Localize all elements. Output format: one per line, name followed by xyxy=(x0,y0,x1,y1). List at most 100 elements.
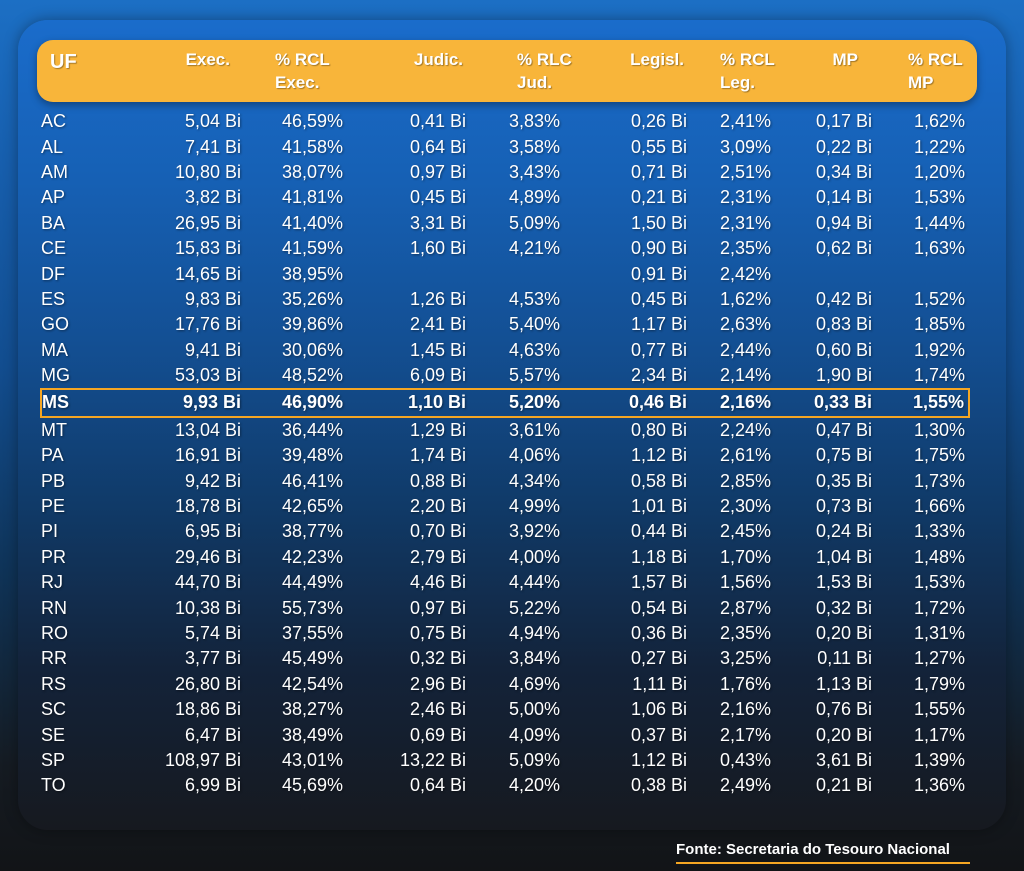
cell-uf: PA xyxy=(41,445,64,466)
cell-rlc-jud: 5,09% xyxy=(508,212,560,233)
cell-rcl-leg: 1,70% xyxy=(719,546,771,567)
cell-legisl: 1,50 Bi xyxy=(630,212,687,233)
cell-rcl-exec: 46,59% xyxy=(281,111,343,132)
table-row: RS 26,80 Bi 42,54% 2,96 Bi 4,69% 1,11 Bi 1,76%… xyxy=(41,672,969,697)
cell-judic: 4,46 Bi xyxy=(409,572,466,593)
cell-exec: 5,04 Bi xyxy=(184,111,241,132)
table-row: SP 108,97 Bi 43,01% 13,22 Bi 5,09% 1,12 Bi 0,4… xyxy=(41,748,969,773)
cell-rcl-mp: 1,55% xyxy=(872,388,970,418)
cell-judic: 0,32 Bi xyxy=(409,648,466,669)
cell-rcl-leg: 2,44% xyxy=(719,339,771,360)
cell-rcl-mp: 1,17% xyxy=(913,724,965,745)
cell-mp: 0,20 Bi xyxy=(815,623,872,643)
cell-legisl: 0,80 Bi xyxy=(630,419,687,440)
cell-mp: 0,75 Bi xyxy=(815,445,872,466)
cell-mp: 1,90 Bi xyxy=(815,365,872,386)
cell-exec: 108,97 Bi xyxy=(164,749,241,770)
cell-uf: MS xyxy=(40,388,116,418)
cell-rcl-mp: 1,27% xyxy=(913,648,965,669)
cell-rcl-exec: 42,54% xyxy=(281,673,343,694)
cell-mp: 0,42 Bi xyxy=(815,288,872,309)
cell-uf: CE xyxy=(41,238,67,259)
cell-rcl-leg: 2,16% xyxy=(719,699,771,720)
table-row: MT 13,04 Bi 36,44% 1,29 Bi 3,61% 0,80 Bi 2,24%… xyxy=(41,417,969,443)
cell-exec: 10,38 Bi xyxy=(174,597,241,618)
cell-rcl-mp: 1,53% xyxy=(913,572,965,593)
table-row: AC 5,04 Bi 46,59% 0,41 Bi 3,83% 0,26 Bi 2,41% 0… xyxy=(41,109,969,134)
cell-rcl-exec: 38,27% xyxy=(281,699,343,720)
cell-exec: 18,86 Bi xyxy=(174,699,241,720)
table-row: SE 6,47 Bi 38,49% 0,69 Bi 4,09% 0,37 Bi 2,17% 0… xyxy=(41,722,969,747)
cell-uf: ES xyxy=(41,288,66,309)
cell-legisl: 0,91 Bi xyxy=(630,263,687,284)
cell-rcl-exec: 42,65% xyxy=(281,496,343,517)
cell-legisl: 0,45 Bi xyxy=(630,288,687,309)
cell-judic: 2,79 Bi xyxy=(409,546,466,567)
cell-rlc-jud: 4,69% xyxy=(508,673,560,694)
cell-exec: 17,76 Bi xyxy=(174,314,241,335)
cell-mp: 3,61 Bi xyxy=(815,749,872,770)
cell-rlc-jud: 4,63% xyxy=(508,339,560,360)
table-row: SC 18,86 Bi 38,27% 2,46 Bi 5,00% 1,06 Bi 2,16%… xyxy=(41,697,969,722)
cell-judic: 0,45 Bi xyxy=(409,187,466,208)
cell-mp: 0,35 Bi xyxy=(815,470,872,491)
table-row: PE 18,78 Bi 42,65% 2,20 Bi 4,99% 1,01 Bi 2,30%… xyxy=(41,494,969,519)
header-rcl-leg-line2: Leg. xyxy=(720,73,755,92)
cell-rcl-mp: 1,74% xyxy=(913,365,965,386)
cell-legisl: 0,27 Bi xyxy=(630,648,687,669)
cell-rcl-mp: 1,73% xyxy=(913,470,965,491)
cell-rcl-exec: 38,95% xyxy=(281,263,343,284)
cell-rcl-leg: 2,49% xyxy=(719,775,771,796)
cell-rcl-leg: 2,45% xyxy=(719,521,771,542)
header-rcl-leg: % RCL Leg. xyxy=(720,48,800,94)
cell-judic: 2,20 Bi xyxy=(409,496,466,517)
table-row: RN 10,38 Bi 55,73% 0,97 Bi 5,22% 0,54 Bi 2,87%… xyxy=(41,595,969,620)
cell-rcl-exec: 38,77% xyxy=(281,521,343,542)
cell-judic: 0,64 Bi xyxy=(409,775,466,796)
cell-mp xyxy=(779,261,872,286)
cell-mp: 0,32 Bi xyxy=(815,597,872,618)
cell-mp: 0,33 Bi xyxy=(779,388,872,418)
cell-rcl-exec: 46,90% xyxy=(241,388,351,418)
cell-rcl-exec: 37,55% xyxy=(281,623,343,643)
cell-uf: SE xyxy=(41,724,66,745)
cell-uf: PE xyxy=(41,496,66,517)
source-underline xyxy=(676,862,970,864)
cell-rcl-exec: 55,73% xyxy=(281,597,343,618)
cell-rlc-jud: 3,43% xyxy=(508,161,560,182)
cell-rcl-mp xyxy=(872,261,969,286)
cell-exec: 5,74 Bi xyxy=(184,623,241,643)
cell-uf: RN xyxy=(41,597,67,618)
cell-rlc-jud: 4,21% xyxy=(508,238,560,259)
cell-judic: 3,31 Bi xyxy=(409,212,466,233)
cell-mp: 0,14 Bi xyxy=(815,187,872,208)
cell-legisl: 0,44 Bi xyxy=(630,521,687,542)
table-row: PR 29,46 Bi 42,23% 2,79 Bi 4,00% 1,18 Bi 1,70%… xyxy=(41,545,969,570)
cell-judic: 2,46 Bi xyxy=(409,699,466,720)
cell-legisl: 1,01 Bi xyxy=(630,496,687,517)
header-legisl: Legisl. xyxy=(630,50,684,69)
cell-rlc-jud: 3,83% xyxy=(508,111,560,132)
cell-rcl-exec: 41,81% xyxy=(281,187,343,208)
cell-legisl: 0,71 Bi xyxy=(630,161,687,182)
cell-judic: 0,70 Bi xyxy=(409,521,466,542)
cell-legisl: 0,54 Bi xyxy=(630,597,687,618)
table-row: PI 6,95 Bi 38,77% 0,70 Bi 3,92% 0,44 Bi 2,45% 0… xyxy=(41,519,969,544)
cell-legisl: 0,21 Bi xyxy=(630,187,687,208)
cell-rcl-exec: 45,49% xyxy=(281,648,343,669)
table-header-bar xyxy=(37,40,977,102)
cell-judic: 1,10 Bi xyxy=(351,388,466,418)
cell-rcl-leg: 2,31% xyxy=(719,187,771,208)
cell-mp: 1,53 Bi xyxy=(815,572,872,593)
cell-rcl-mp: 1,31% xyxy=(913,623,965,643)
cell-rcl-leg: 2,24% xyxy=(719,419,771,440)
cell-legisl: 0,26 Bi xyxy=(630,111,687,132)
cell-exec: 3,82 Bi xyxy=(184,187,241,208)
cell-judic: 1,29 Bi xyxy=(409,419,466,440)
cell-rcl-mp: 1,79% xyxy=(913,673,965,694)
header-mp: MP xyxy=(832,50,859,69)
cell-rcl-mp: 1,53% xyxy=(913,187,965,208)
cell-exec: 29,46 Bi xyxy=(174,546,241,567)
cell-uf: MG xyxy=(41,365,70,386)
cell-exec: 14,65 Bi xyxy=(174,263,241,284)
